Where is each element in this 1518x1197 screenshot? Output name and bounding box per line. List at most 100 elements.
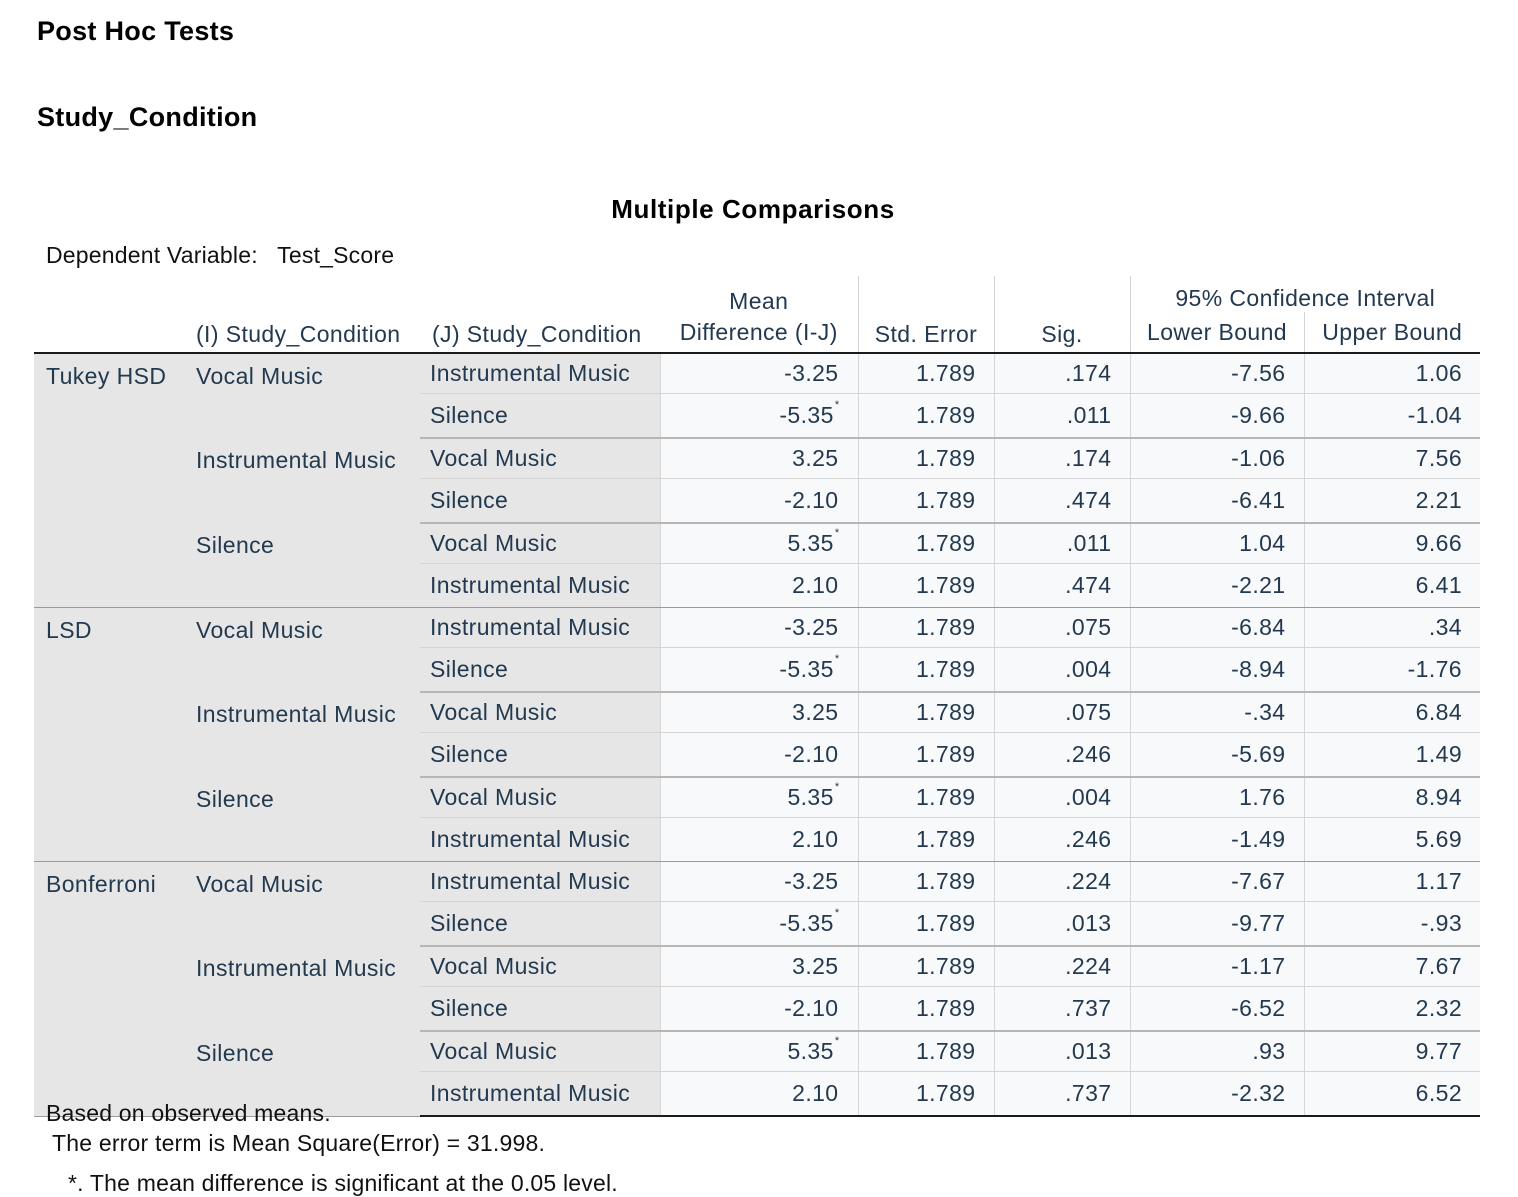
std-error-cell: 1.789 [857,478,994,524]
table-row: Silence Vocal Music 5.35* 1.789.004 1.76 8.94 [34,777,1481,862]
upper-bound-cell: 5.69 [1303,817,1481,862]
table-row: Silence -5.35* 1.789.013 -9.77 -.93 [34,901,1481,947]
header-j-condition: (J) Study_Condition [420,276,660,354]
std-error-cell: 1.789 [857,777,994,818]
table-row: Tukey HSD Vocal Music Instrumental Music -3… [34,353,1481,608]
sig-cell: .737 [993,1071,1130,1117]
i-condition-label: Silence [196,532,275,558]
mean-difference-cell: 2.10 [659,817,858,862]
mean-difference-cell: 5.35* [659,523,858,564]
factor-heading: Study_Condition [37,102,258,132]
j-condition-cell: Vocal Music [420,946,660,987]
mean-difference-value: 3.25 [792,699,839,725]
footnote-significance: *. The mean difference is significant at… [68,1170,618,1196]
method-label: Tukey HSD [34,353,184,608]
j-condition-cell: Vocal Music [420,1031,660,1072]
dependent-variable-line: Dependent Variable: Test_Score [46,242,394,269]
mean-difference-cell: -3.25 [659,861,858,902]
std-error-cell: 1.789 [857,563,994,608]
lower-bound-cell: -5.69 [1129,732,1304,778]
table-row: Silence Vocal Music 5.35* 1.789.013.93 9.77 [34,1031,1481,1117]
mean-difference-value: 2.10 [792,572,839,598]
std-error-cell: 1.789 [857,353,994,394]
dependent-variable-label: Dependent Variable: [46,242,258,268]
mean-difference-value: 5.35 [787,530,834,556]
table-row: Silence Vocal Music 5.35* 1.789.011 1.04 9.66 [34,523,1481,608]
mean-difference-cell: -5.35* [659,901,858,947]
std-error-cell: 1.789 [857,1071,994,1117]
header-lower-bound: Lower Bound [1129,312,1304,354]
sig-cell: .004 [993,647,1130,693]
std-error-cell: 1.789 [857,692,994,733]
i-condition-label: Instrumental Music [196,447,397,473]
upper-bound-cell: -1.76 [1303,647,1481,693]
lower-bound-cell: -1.49 [1129,817,1304,862]
mean-difference-value: 3.25 [792,953,839,979]
mean-difference-cell: 5.35* [659,777,858,818]
j-condition-cell: Instrumental Music [420,563,660,608]
std-error-cell: 1.789 [857,901,994,947]
mean-difference-value: -2.10 [784,487,839,513]
sig-cell: .174 [993,438,1130,479]
sig-cell: .737 [993,986,1130,1032]
j-condition-cell: Silence [420,647,660,693]
mean-difference-cell: -3.25 [659,607,858,648]
header-row-bottom: Lower Bound Upper Bound [34,312,1481,354]
mean-difference-value: -5.35 [779,656,834,682]
table-row: Instrumental Music Vocal Music 3.25 1.789.1… [34,438,1481,523]
table-row: Bonferroni Vocal Music Instrumental Music -… [34,861,1481,1117]
table-row: Instrumental Music 2.10 1.789.246 -1.49 5.69 [34,817,1481,862]
sig-cell: .013 [993,901,1130,947]
upper-bound-cell: 9.77 [1303,1031,1481,1072]
mean-difference-value: -3.25 [784,614,839,640]
upper-bound-cell: 6.52 [1303,1071,1481,1117]
mean-difference-value: -2.10 [784,995,839,1021]
std-error-cell: 1.789 [857,1031,994,1072]
lower-bound-cell: -6.84 [1129,607,1304,648]
sig-cell: .474 [993,563,1130,608]
method-name: LSD [46,617,92,643]
j-condition-cell: Vocal Music [420,692,660,733]
upper-bound-cell: .34 [1303,607,1481,648]
table-row: Silence -5.35* 1.789.011 -9.66 -1.04 [34,393,1481,439]
header-confidence-interval: 95% Confidence Interval [1129,276,1481,312]
upper-bound-cell: -1.04 [1303,393,1481,439]
sig-cell: .246 [993,732,1130,778]
significance-marker: * [834,399,840,412]
upper-bound-cell: 2.32 [1303,986,1481,1032]
method-label: Bonferroni [34,861,184,1117]
dependent-variable-value: Test_Score [277,242,395,268]
sig-cell: .224 [993,946,1130,987]
std-error-cell: 1.789 [857,986,994,1032]
i-condition-cell: Silence [184,523,420,608]
significance-marker: * [834,1035,840,1048]
i-condition-cell: Silence [184,777,420,862]
mean-difference-value: -3.25 [784,868,839,894]
table-row: Instrumental Music Vocal Music 3.25 1.789.0… [34,692,1481,777]
upper-bound-cell: 9.66 [1303,523,1481,564]
i-condition-cell: Silence [184,1031,420,1117]
i-condition-cell: Instrumental Music [184,438,420,523]
mean-difference-cell: -2.10 [659,478,858,524]
significance-marker: * [834,653,840,666]
mean-difference-value: 5.35 [787,784,834,810]
lower-bound-cell: -9.66 [1129,393,1304,439]
header-method-blank [34,276,184,354]
j-condition-cell: Silence [420,478,660,524]
lower-bound-cell: -1.17 [1129,946,1304,987]
upper-bound-cell: -.93 [1303,901,1481,947]
std-error-cell: 1.789 [857,523,994,564]
table-row: Instrumental Music 2.10 1.789.737 -2.32 6.52 [34,1071,1481,1117]
j-condition-cell: Vocal Music [420,438,660,479]
method-label: LSD [34,607,184,862]
j-condition-cell: Vocal Music [420,777,660,818]
mean-difference-value: -3.25 [784,360,839,386]
lower-bound-cell: -.34 [1129,692,1304,733]
lower-bound-cell: -7.56 [1129,353,1304,394]
mean-difference-cell: 5.35* [659,1031,858,1072]
sig-cell: .224 [993,861,1130,902]
std-error-cell: 1.789 [857,732,994,778]
method-name: Bonferroni [46,871,157,897]
mean-difference-cell: -2.10 [659,732,858,778]
std-error-cell: 1.789 [857,861,994,902]
